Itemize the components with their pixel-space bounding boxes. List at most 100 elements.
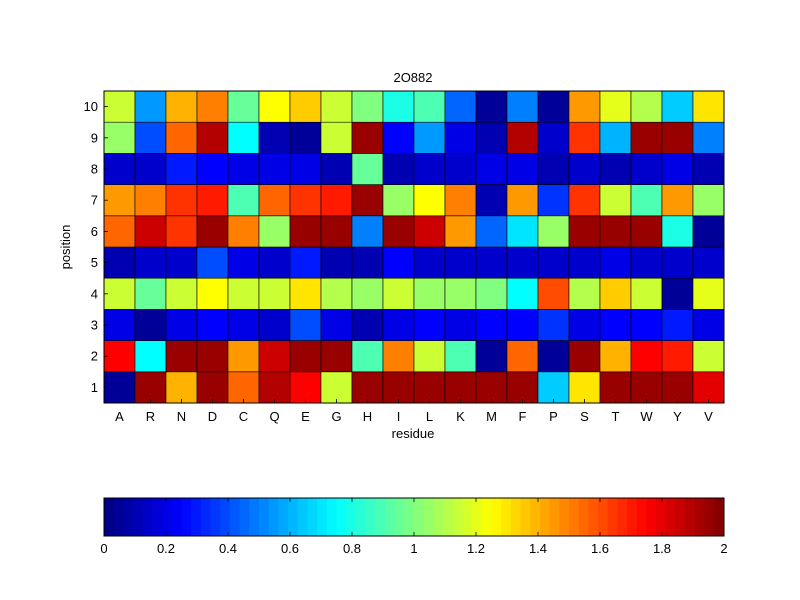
colorbar-swatch [520, 498, 531, 536]
colorbar-tick-label: 0.8 [343, 541, 361, 556]
x-tick-label: C [239, 409, 248, 424]
heatmap-cell [258, 277, 291, 310]
heatmap-cell [320, 371, 353, 404]
heatmap-cell [165, 277, 198, 310]
heatmap-cell [320, 90, 353, 123]
colorbar-tick-label: 1.8 [653, 541, 671, 556]
colorbar-swatch [162, 498, 173, 536]
heatmap-cell [599, 340, 632, 373]
y-tick-label: 4 [91, 286, 98, 301]
colorbar-swatch [220, 498, 231, 536]
colorbar-swatch [113, 498, 124, 536]
heatmap-cell [351, 184, 384, 217]
heatmap-cell [692, 90, 725, 123]
x-tick-label: P [549, 409, 558, 424]
heatmap-cell [320, 340, 353, 373]
colorbar-swatch [249, 498, 260, 536]
heatmap-cell [568, 184, 601, 217]
heatmap-cell [351, 246, 384, 279]
heatmap-cell [382, 371, 415, 404]
colorbar-swatch [355, 498, 367, 536]
heatmap-cell [506, 277, 539, 310]
colorbar-swatch [675, 498, 686, 536]
heatmap-cell [413, 121, 446, 154]
heatmap-cell [134, 309, 167, 341]
heatmap-cell [351, 340, 384, 373]
colorbar-swatch [317, 498, 328, 536]
colorbar-swatch [501, 498, 512, 536]
heatmap-cell [227, 246, 260, 279]
heatmap-cell [475, 277, 508, 310]
colorbar-swatch [481, 498, 492, 536]
heatmap-cell [444, 309, 477, 341]
colorbar-swatch [414, 498, 425, 536]
heatmap-cell [258, 90, 291, 123]
heatmap-cell [165, 121, 198, 154]
heatmap-cell [227, 309, 260, 341]
colorbar [104, 498, 725, 536]
heatmap-cell [227, 340, 260, 373]
heatmap-cell [506, 309, 539, 341]
y-tick-label: 5 [91, 255, 98, 270]
colorbar-swatch [617, 498, 628, 536]
heatmap-cell [165, 90, 198, 123]
heatmap-cell [630, 90, 663, 123]
heatmap-cell [537, 371, 570, 404]
heatmap-cell [165, 340, 198, 373]
heatmap-cell [134, 340, 167, 373]
x-tick-label: T [612, 409, 620, 424]
colorbar-tick-label: 0.2 [157, 541, 175, 556]
heatmap-cell [475, 90, 508, 123]
heatmap-cell [227, 184, 260, 217]
colorbar-swatch [326, 498, 337, 536]
colorbar-swatch [384, 498, 396, 536]
heatmap-cell [475, 309, 508, 341]
x-tick-label: F [519, 409, 527, 424]
colorbar-tick-label: 1.4 [529, 541, 547, 556]
heatmap-cell [382, 215, 415, 248]
heatmap-cell [227, 121, 260, 154]
heatmap-cell [227, 90, 260, 123]
heatmap-cell [630, 309, 663, 341]
colorbar-swatch [462, 498, 473, 536]
x-tick-label: Y [673, 409, 682, 424]
heatmap-cell [568, 153, 601, 185]
heatmap-cell [196, 246, 229, 279]
heatmap-cell [444, 184, 477, 217]
heatmap-cell [661, 121, 694, 154]
x-tick-label: G [331, 409, 341, 424]
heatmap-cell [258, 246, 291, 279]
colorbar-swatch [229, 498, 241, 536]
heatmap-cell [692, 246, 725, 279]
colorbar-swatch [268, 498, 279, 536]
heatmap-cell [537, 184, 570, 217]
heatmap-cell [103, 340, 136, 373]
heatmap-cell [692, 215, 725, 248]
heatmap-cell [692, 153, 725, 185]
x-tick-label: N [177, 409, 186, 424]
heatmap-cell [351, 371, 384, 404]
heatmap-cell [537, 309, 570, 341]
colorbar-swatch [200, 498, 212, 536]
heatmap-cell [196, 215, 229, 248]
heatmap-cell [568, 121, 601, 154]
heatmap-cell [692, 184, 725, 217]
heatmap-cell [227, 371, 260, 404]
colorbar-swatch [588, 498, 599, 536]
heatmap-cell [475, 215, 508, 248]
heatmap-cell [661, 371, 694, 404]
colorbar-tick-label: 0.4 [219, 541, 237, 556]
heatmap-cell [444, 371, 477, 404]
colorbar-swatch [704, 498, 715, 536]
heatmap-cell [289, 90, 322, 123]
heatmap-cell [196, 277, 229, 310]
heatmap-cell [134, 215, 167, 248]
heatmap-cell [134, 246, 167, 279]
x-tick-label: R [146, 409, 155, 424]
heatmap-cell [103, 153, 136, 185]
colorbar-swatch [559, 498, 570, 536]
colorbar-swatch [714, 498, 725, 536]
heatmap-cell [537, 277, 570, 310]
